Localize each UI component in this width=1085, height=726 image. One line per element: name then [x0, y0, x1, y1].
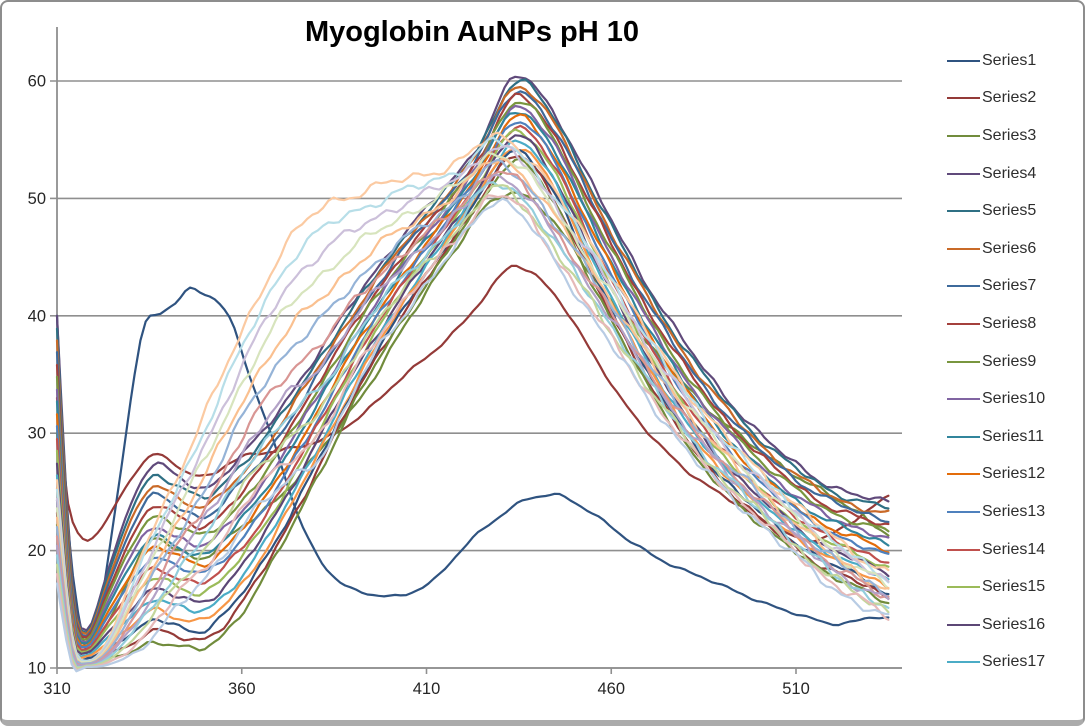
- legend-item-series5[interactable]: Series5: [947, 192, 1079, 230]
- series-line-Series32: [55, 194, 890, 672]
- legend-item-series13[interactable]: Series13: [947, 493, 1079, 531]
- series-line-Series11: [55, 112, 890, 645]
- series-line-Series2: [55, 264, 890, 543]
- series-line-Series22: [55, 131, 890, 663]
- legend-item-series14[interactable]: Series14: [947, 531, 1079, 569]
- y-tick-label-20: 20: [28, 542, 46, 560]
- legend-label-series10: Series10: [982, 390, 1046, 408]
- legend-label-series1: Series1: [982, 51, 1037, 69]
- legend-item-series7[interactable]: Series7: [947, 268, 1079, 306]
- legend-label-series12: Series12: [982, 465, 1046, 483]
- series-line-Series24: [55, 144, 890, 664]
- chart-title: Myoglobin AuNPs pH 10: [304, 16, 640, 48]
- series-line-Series8: [55, 92, 890, 639]
- legend-label-series15: Series15: [982, 578, 1046, 596]
- series-line-Series29: [55, 173, 890, 667]
- legend-swatch-series3: [947, 134, 980, 137]
- legend-item-series3[interactable]: Series3: [947, 117, 1079, 155]
- legend-swatch-series10: [947, 398, 980, 401]
- series-line-Series30: [55, 181, 890, 669]
- series-line-Series31: [55, 184, 890, 669]
- legend-label-series11: Series11: [982, 427, 1044, 445]
- legend-swatch-series17: [947, 661, 980, 664]
- y-tick-label-50: 50: [28, 190, 46, 208]
- legend-item-series12[interactable]: Series12: [947, 456, 1079, 494]
- legend-swatch-series2: [947, 97, 980, 100]
- series-line-Series18: [55, 148, 890, 660]
- legend-label-series16: Series16: [982, 615, 1046, 633]
- y-tick-label-60: 60: [28, 73, 46, 91]
- y-tick-label-10: 10: [28, 660, 46, 678]
- legend-swatch-series5: [947, 210, 980, 213]
- series-line-Series12: [55, 113, 890, 647]
- legend-item-series4[interactable]: Series4: [947, 155, 1079, 193]
- legend-swatch-series8: [947, 322, 980, 325]
- legend: Series1 Series2 Series3 Series4 Series5 Serie…: [947, 42, 1079, 681]
- legend-item-series16[interactable]: Series16: [947, 606, 1079, 644]
- legend-item-series8[interactable]: Series8: [947, 305, 1079, 343]
- series-line-Series23: [55, 136, 890, 663]
- legend-label-series6: Series6: [982, 239, 1037, 257]
- legend-item-series2[interactable]: Series2: [947, 80, 1079, 118]
- series-line-Series28: [55, 170, 890, 667]
- legend-item-series17[interactable]: Series17: [947, 644, 1079, 682]
- x-tick-label-410: 410: [413, 680, 441, 698]
- legend-item-series9[interactable]: Series9: [947, 343, 1079, 381]
- legend-swatch-series6: [947, 247, 980, 250]
- legend-label-series14: Series14: [982, 540, 1046, 558]
- series-line-Series27: [55, 158, 890, 665]
- x-tick-label-360: 360: [228, 680, 256, 698]
- legend-item-series15[interactable]: Series15: [947, 568, 1079, 606]
- legend-swatch-series7: [947, 285, 980, 288]
- legend-label-series5: Series5: [982, 202, 1037, 220]
- legend-label-series2: Series2: [982, 89, 1037, 107]
- legend-item-series11[interactable]: Series11: [947, 418, 1079, 456]
- x-tick-label-510: 510: [782, 680, 810, 698]
- y-tick-label-40: 40: [28, 307, 46, 325]
- y-tick-label-30: 30: [28, 425, 46, 443]
- legend-swatch-series11: [947, 435, 980, 438]
- legend-swatch-series12: [947, 473, 980, 476]
- legend-item-series6[interactable]: Series6: [947, 230, 1079, 268]
- legend-swatch-series16: [947, 623, 980, 626]
- series-line-Series3: [55, 191, 890, 652]
- x-tick-label-310: 310: [43, 680, 71, 698]
- series-line-Series33: [55, 197, 890, 673]
- legend-label-series3: Series3: [982, 126, 1037, 144]
- series-line-Series19: [55, 149, 890, 662]
- legend-label-series13: Series13: [982, 502, 1046, 520]
- legend-swatch-series9: [947, 360, 980, 363]
- legend-swatch-series14: [947, 548, 980, 551]
- legend-label-series17: Series17: [982, 653, 1046, 671]
- legend-swatch-series1: [947, 59, 980, 62]
- legend-label-series9: Series9: [982, 352, 1037, 370]
- series-line-Series1: [55, 286, 890, 659]
- series-line-Series15: [55, 128, 890, 654]
- legend-swatch-series4: [947, 172, 980, 175]
- legend-item-series1[interactable]: Series1: [947, 42, 1079, 80]
- legend-label-series7: Series7: [982, 277, 1037, 295]
- series-line-Series6: [55, 85, 890, 636]
- legend-label-series4: Series4: [982, 164, 1037, 182]
- legend-swatch-series15: [947, 586, 980, 589]
- legend-item-series10[interactable]: Series10: [947, 380, 1079, 418]
- x-tick-label-460: 460: [597, 680, 625, 698]
- legend-label-series8: Series8: [982, 314, 1037, 332]
- legend-swatch-series13: [947, 510, 980, 513]
